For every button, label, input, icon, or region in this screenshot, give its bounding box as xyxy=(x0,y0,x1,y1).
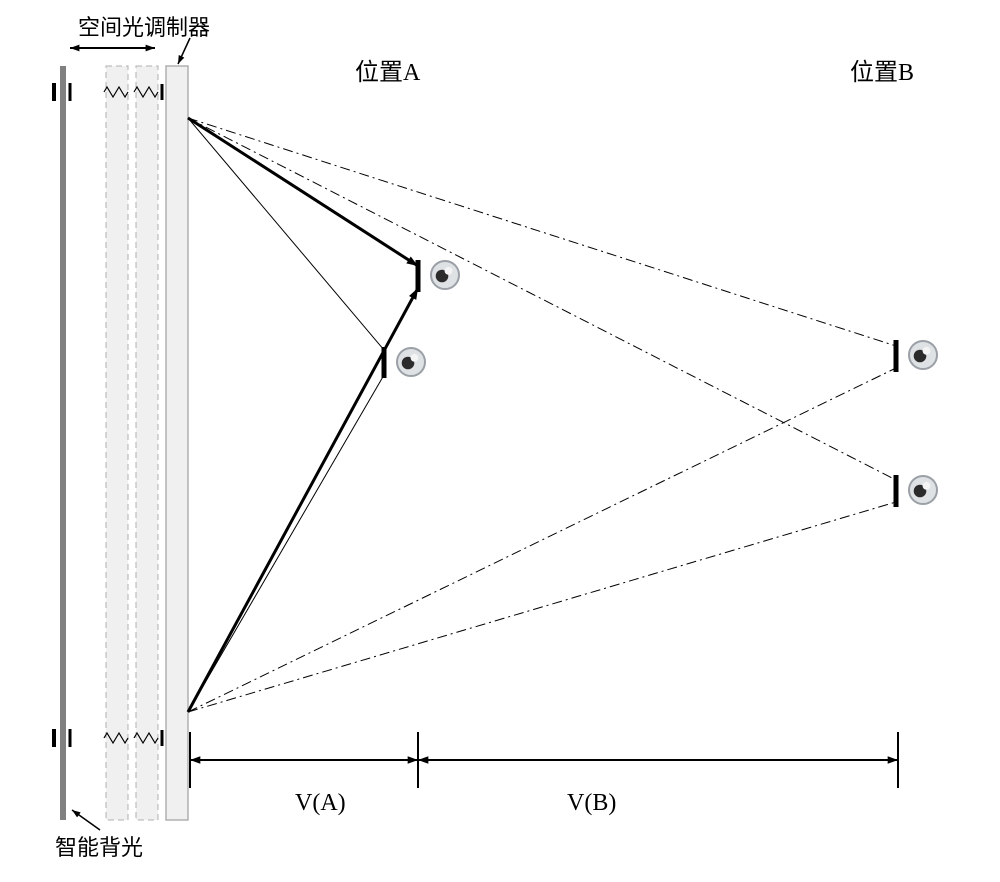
label-posB: 位置B xyxy=(850,52,914,87)
label-backlight: 智能背光 xyxy=(55,830,143,862)
label-VB: V(B) xyxy=(567,790,616,817)
diagram-root: 空间光调制器 位置A 位置B 智能背光 V(A) V(B) xyxy=(0,0,1000,882)
label-slm: 空间光调制器 xyxy=(78,10,210,42)
diagram-svg xyxy=(0,0,1000,882)
label-posA: 位置A xyxy=(355,52,420,87)
label-VA: V(A) xyxy=(295,790,346,817)
